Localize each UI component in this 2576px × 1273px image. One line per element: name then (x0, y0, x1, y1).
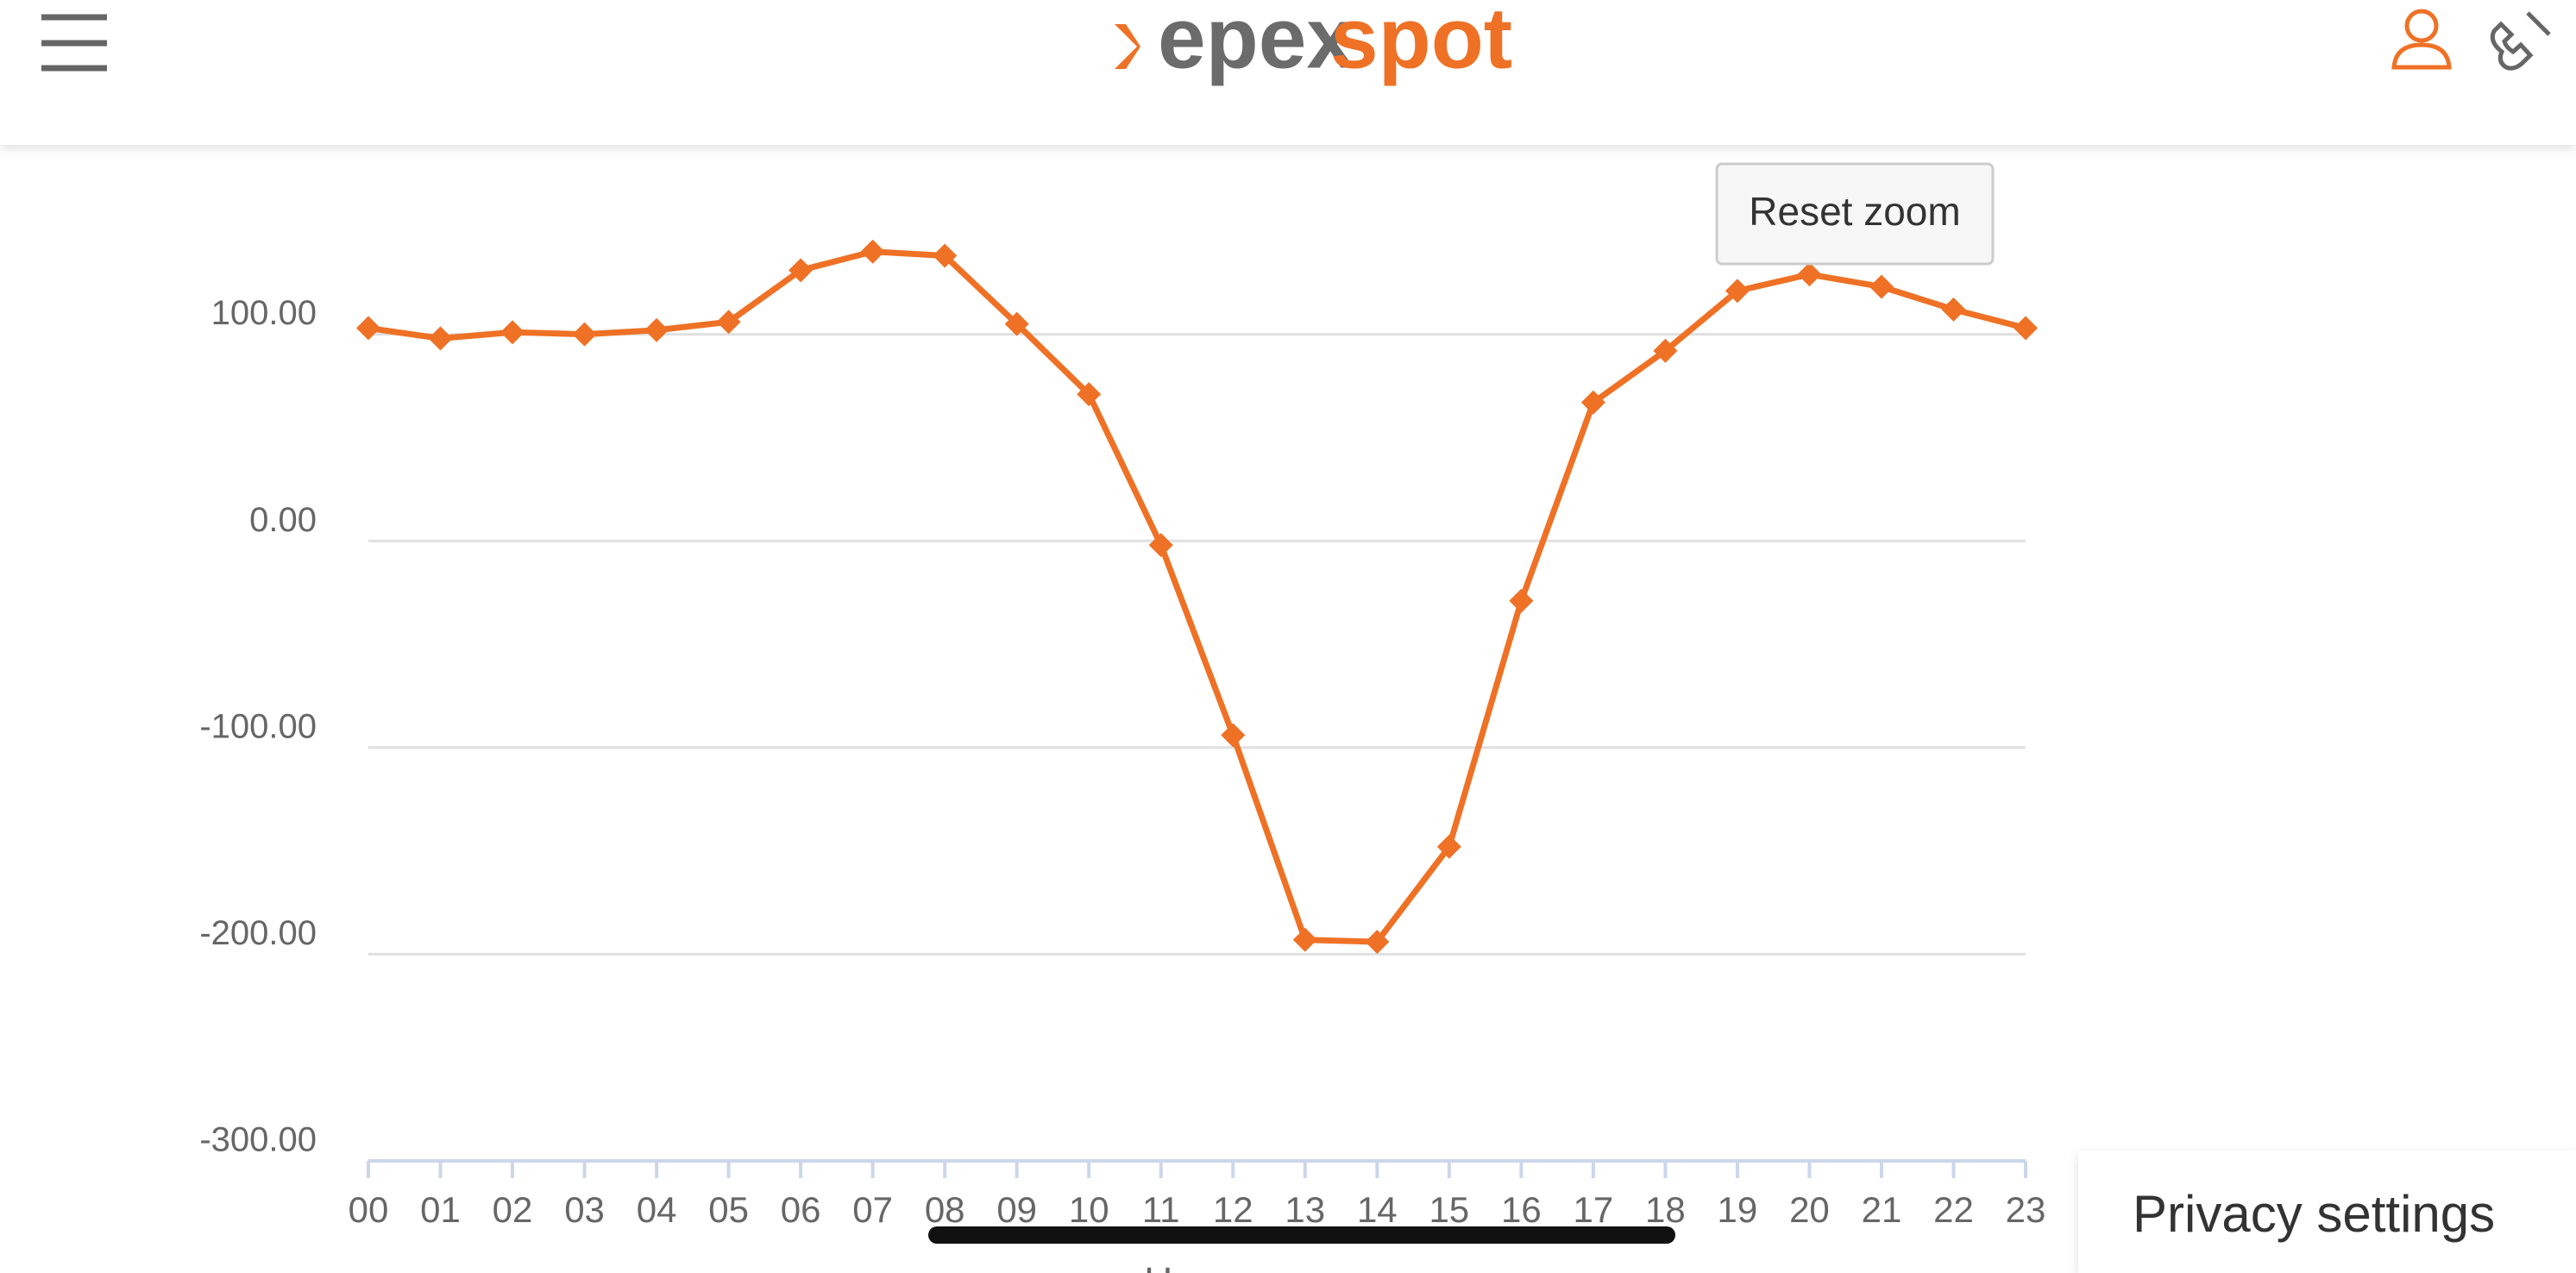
data-point (1148, 532, 1173, 557)
y-tick-label: -100.00 (199, 707, 317, 745)
header-bar (0, 0, 2576, 145)
x-tick-label: 15 (1429, 1189, 1469, 1230)
logo-chevron (1115, 24, 1140, 69)
y-tick-label: 100.00 (211, 294, 317, 332)
menu-icon[interactable] (41, 14, 107, 72)
data-point (500, 320, 525, 345)
x-tick-label: 10 (1069, 1189, 1109, 1230)
x-tick-label: 14 (1357, 1189, 1398, 1230)
x-tick-label: 04 (637, 1189, 677, 1230)
x-tick-label: 19 (1718, 1189, 1758, 1230)
x-tick-label: 08 (925, 1189, 965, 1230)
x-tick-label: 07 (852, 1189, 893, 1230)
reset-zoom-button[interactable] (1715, 162, 1995, 266)
x-axis-label: Hours (1144, 1259, 1250, 1273)
x-tick-label: 12 (1213, 1189, 1253, 1230)
x-tick-label: 13 (1285, 1189, 1325, 1230)
home-indicator (928, 1226, 1675, 1244)
x-tick-label: 16 (1501, 1189, 1542, 1230)
x-tick-label: 20 (1789, 1189, 1830, 1230)
x-tick-label: 09 (996, 1189, 1037, 1230)
x-tick-label: 01 (420, 1189, 461, 1230)
data-point (1292, 927, 1317, 952)
data-point (1580, 390, 1605, 415)
logo-left[interactable]: epex (1158, 0, 1354, 86)
data-point (860, 239, 885, 264)
data-point (428, 326, 453, 351)
reset-zoom-label[interactable]: Reset zoom (1749, 189, 1960, 234)
data-point (1941, 297, 1966, 322)
data-point (1797, 262, 1822, 287)
logo-right[interactable]: spot (1330, 0, 1512, 86)
data-point (356, 316, 380, 341)
data-point (1725, 279, 1750, 304)
x-tick-label: 02 (493, 1189, 533, 1230)
x-tick-label: 22 (1933, 1189, 1974, 1230)
data-point (1365, 930, 1390, 955)
plot: -300.00 -200.00 -100.00 0.00 100.00 00 01 02 03 0… (199, 239, 2046, 1273)
data-point (644, 317, 669, 342)
privacy-button[interactable] (2078, 1151, 2576, 1273)
data-point (1077, 382, 1102, 407)
data-point (1221, 723, 1246, 748)
user-icon[interactable] (2391, 9, 2452, 70)
x-tick-label: 18 (1645, 1189, 1686, 1230)
data-point (789, 258, 814, 283)
data-point (572, 322, 597, 347)
x-tick-label: 23 (2006, 1189, 2046, 1230)
series-line (368, 248, 2026, 945)
privacy-label[interactable]: Privacy settings (2133, 1185, 2495, 1243)
x-tick-label: 11 (1142, 1189, 1180, 1230)
data-point (1436, 834, 1461, 859)
y-tick-label: -200.00 (199, 914, 317, 952)
data-point (716, 310, 741, 335)
x-tick-label: 03 (564, 1189, 605, 1230)
x-tick-label: 06 (781, 1189, 821, 1230)
data-point (1004, 311, 1029, 336)
x-tick-label: 17 (1574, 1189, 1614, 1230)
x-tick-label: 21 (1862, 1189, 1902, 1230)
y-tick-label: -300.00 (199, 1121, 317, 1159)
data-point (933, 243, 958, 268)
data-point (2014, 316, 2038, 341)
data-point (1653, 338, 1678, 363)
y-tick-label: 0.00 (249, 501, 317, 539)
data-point (1509, 588, 1534, 613)
phone-icon[interactable] (2490, 11, 2551, 71)
x-tick-label: 05 (708, 1189, 749, 1230)
data-point (1869, 274, 1894, 299)
x-tick-label: 00 (349, 1189, 389, 1230)
